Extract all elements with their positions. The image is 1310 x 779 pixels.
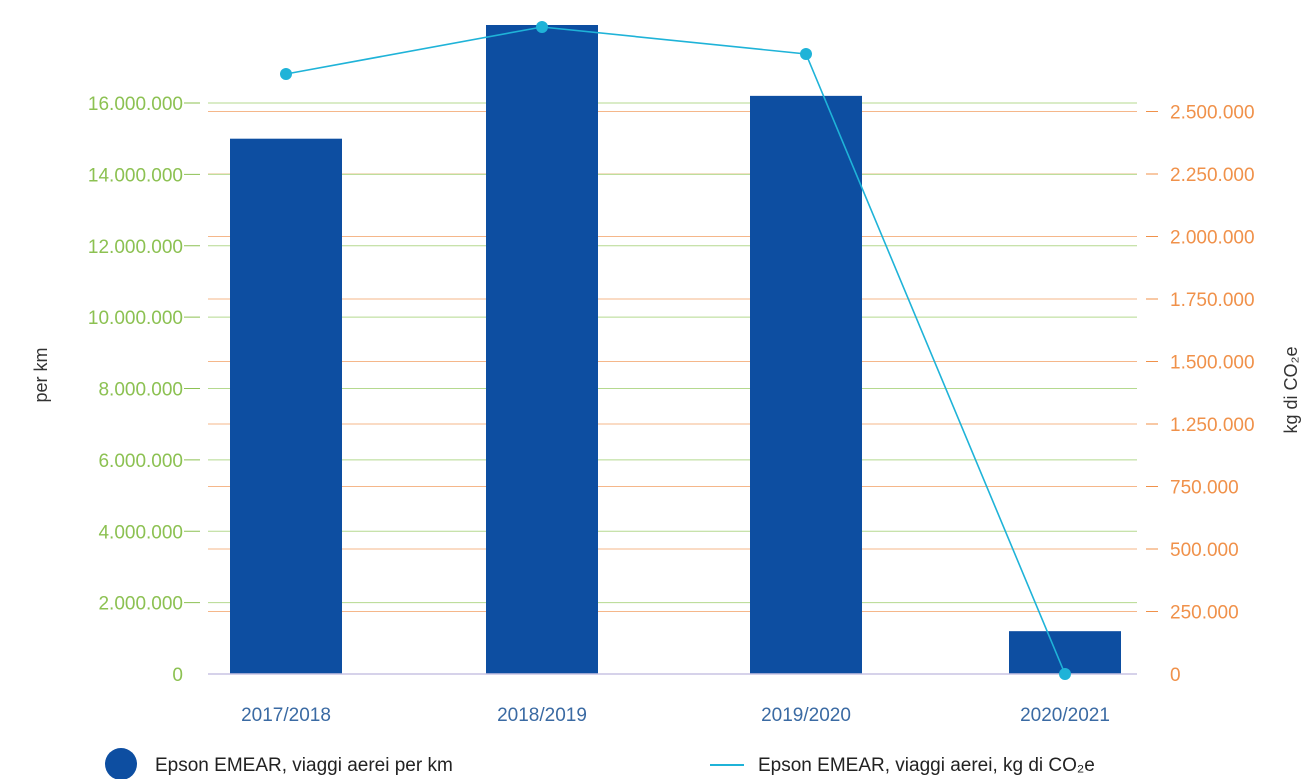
line-point (800, 48, 812, 60)
right-tick-label: 2.000.000 (1170, 228, 1255, 249)
line-point (280, 68, 292, 80)
left-gridlines (208, 102, 1137, 604)
legend-bar-swatch (105, 748, 137, 779)
left-tick-label: 10.000.000 (88, 308, 183, 329)
left-tick-label: 12.000.000 (88, 237, 183, 258)
right-tick-label: 500.000 (1170, 540, 1239, 561)
series-line (285, 26, 1066, 675)
y-right-axis-title: kg di CO₂e (1281, 346, 1301, 433)
category-label: 2017/2018 (241, 705, 331, 726)
right-tick-label: 1.500.000 (1170, 353, 1255, 374)
left-tick-label: 2.000.000 (98, 594, 183, 615)
line-point (1059, 668, 1071, 680)
right-gridlines (208, 111, 1137, 612)
left-tick-label: 14.000.000 (88, 165, 183, 186)
left-tick-label: 8.000.000 (98, 380, 183, 401)
right-tick-label: 0 (1170, 665, 1181, 686)
category-label: 2020/2021 (1020, 705, 1110, 726)
category-label: 2019/2020 (761, 705, 851, 726)
y-left-axis-title: per km (31, 347, 51, 402)
bar (230, 138, 342, 674)
right-tick-label: 1.250.000 (1170, 415, 1255, 436)
category-label: 2018/2019 (497, 705, 587, 726)
bar-series (230, 25, 1121, 675)
right-tick-label: 2.500.000 (1170, 103, 1255, 124)
legend-line-label: Epson EMEAR, viaggi aerei, kg di CO₂e (758, 755, 1095, 776)
bar (486, 25, 598, 674)
right-tick-label: 750.000 (1170, 478, 1239, 499)
right-tick-label: 2.250.000 (1170, 165, 1255, 186)
left-tick-label: 0 (172, 665, 183, 686)
line-series (280, 21, 1071, 680)
bar (750, 95, 862, 675)
right-tick-label: 250.000 (1170, 603, 1239, 624)
right-tick-label: 1.750.000 (1170, 290, 1255, 311)
left-axis-ticks: 0 2.000.000 4.000.000 6.000.000 8.000.000 10.… (88, 94, 200, 686)
legend: Epson EMEAR, viaggi aerei per km Epson E… (105, 748, 1095, 779)
right-axis-ticks: 0 250.000 500.000 750.000 1.250.000 1.500.000… (1146, 103, 1255, 686)
bar (1009, 631, 1121, 674)
left-tick-label: 16.000.000 (88, 94, 183, 115)
left-tick-label: 4.000.000 (98, 522, 183, 543)
left-tick-label: 6.000.000 (98, 451, 183, 472)
line-point (536, 21, 548, 33)
legend-bar-label: Epson EMEAR, viaggi aerei per km (155, 755, 453, 776)
x-axis-categories: 2017/2018 2018/2019 2019/2020 2020/2021 (241, 705, 1110, 726)
